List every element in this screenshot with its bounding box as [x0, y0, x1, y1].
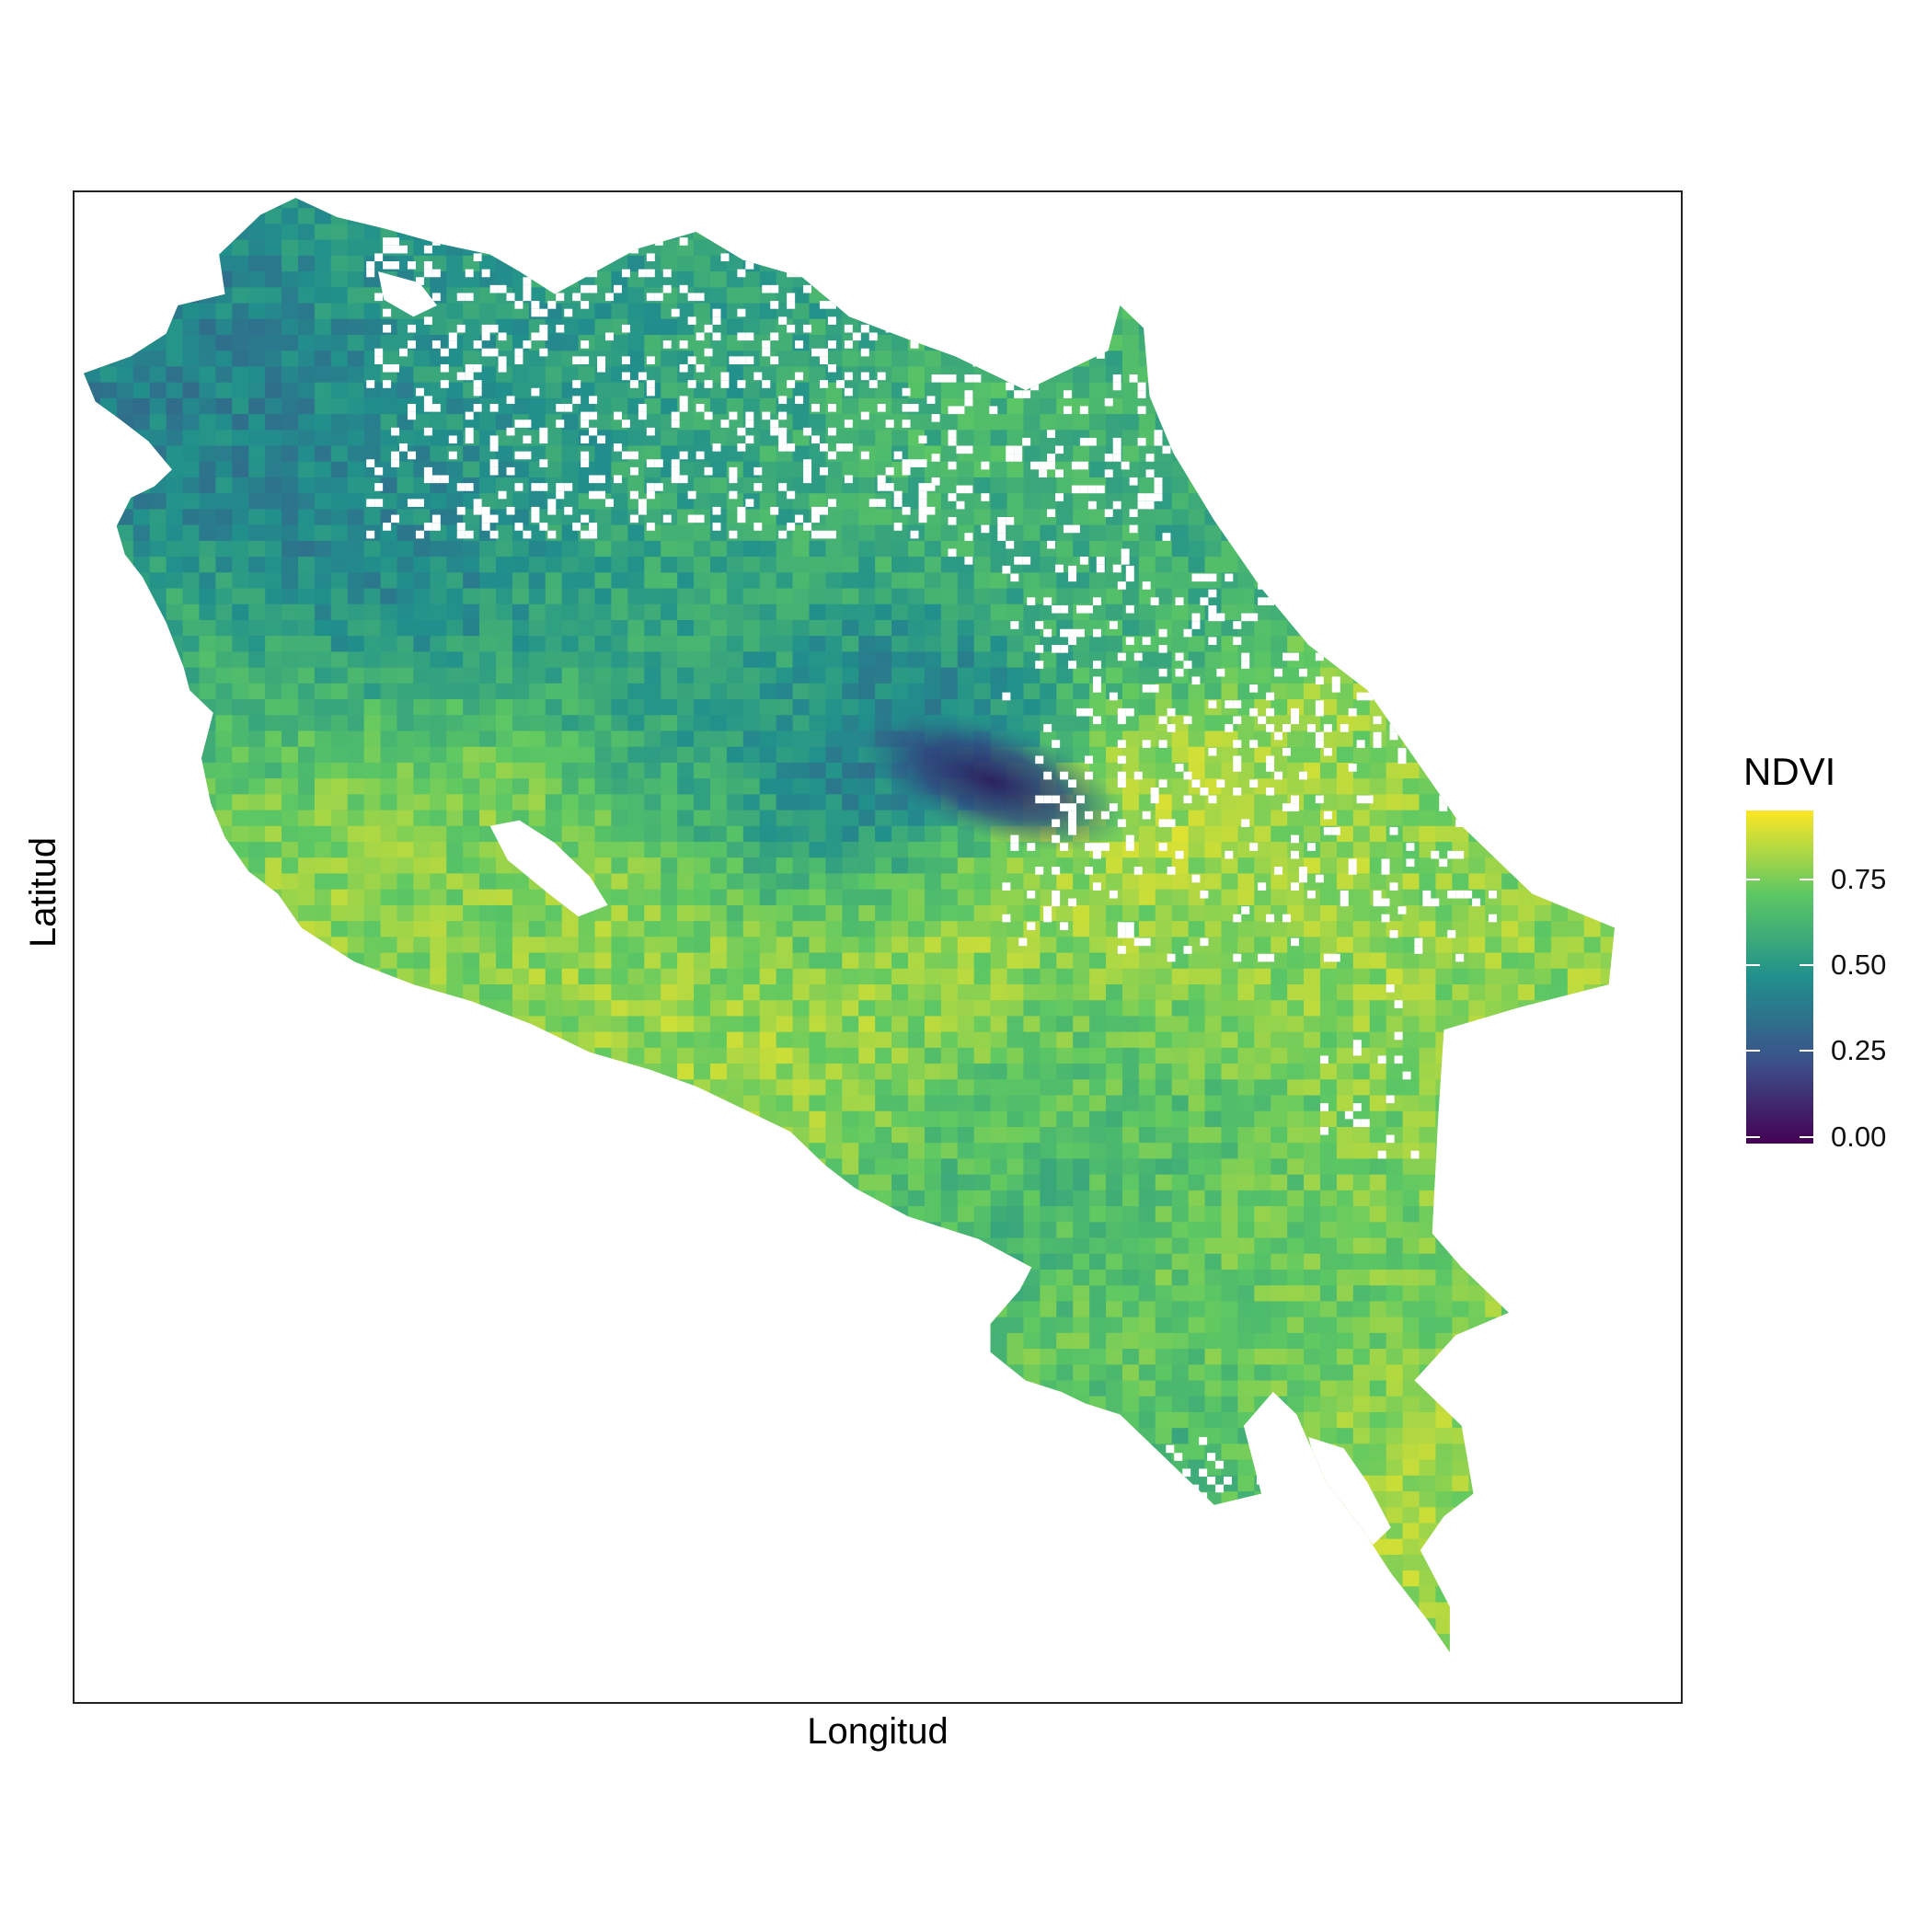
legend-title: NDVI [1743, 750, 1836, 793]
legend-tick-mark [1800, 963, 1813, 966]
ndvi-raster-map [84, 198, 1615, 1652]
legend-tick-mark [1746, 963, 1760, 966]
mountain-low-ndvi [856, 709, 1125, 852]
lake-arenal [378, 271, 437, 317]
legend-tick-mark [1800, 1135, 1813, 1138]
legend-tick-mark [1746, 1135, 1760, 1138]
gulf-of-nicoya [489, 820, 608, 917]
map-panel [73, 190, 1683, 1704]
legend-tick-mark [1800, 878, 1813, 880]
legend-tick-mark [1746, 878, 1760, 880]
legend-tick-label: 0.50 [1831, 948, 1887, 981]
golfo-dulce [1308, 1437, 1391, 1545]
legend-tick-label: 0.75 [1831, 862, 1887, 895]
legend-tick-label: 0.00 [1831, 1120, 1887, 1153]
y-axis-label: Latitud [23, 836, 63, 948]
legend-colorbar [1746, 811, 1813, 1144]
legend-tick-mark [1800, 1050, 1813, 1052]
legend-tick-label: 0.25 [1831, 1034, 1887, 1067]
land-area [84, 198, 1615, 1652]
colorbar-legend: NDVI 0.75 0.50 0.25 0.00 [1743, 750, 1927, 1173]
x-axis-label: Longitud [807, 1711, 949, 1752]
legend-tick-mark [1746, 1050, 1760, 1052]
